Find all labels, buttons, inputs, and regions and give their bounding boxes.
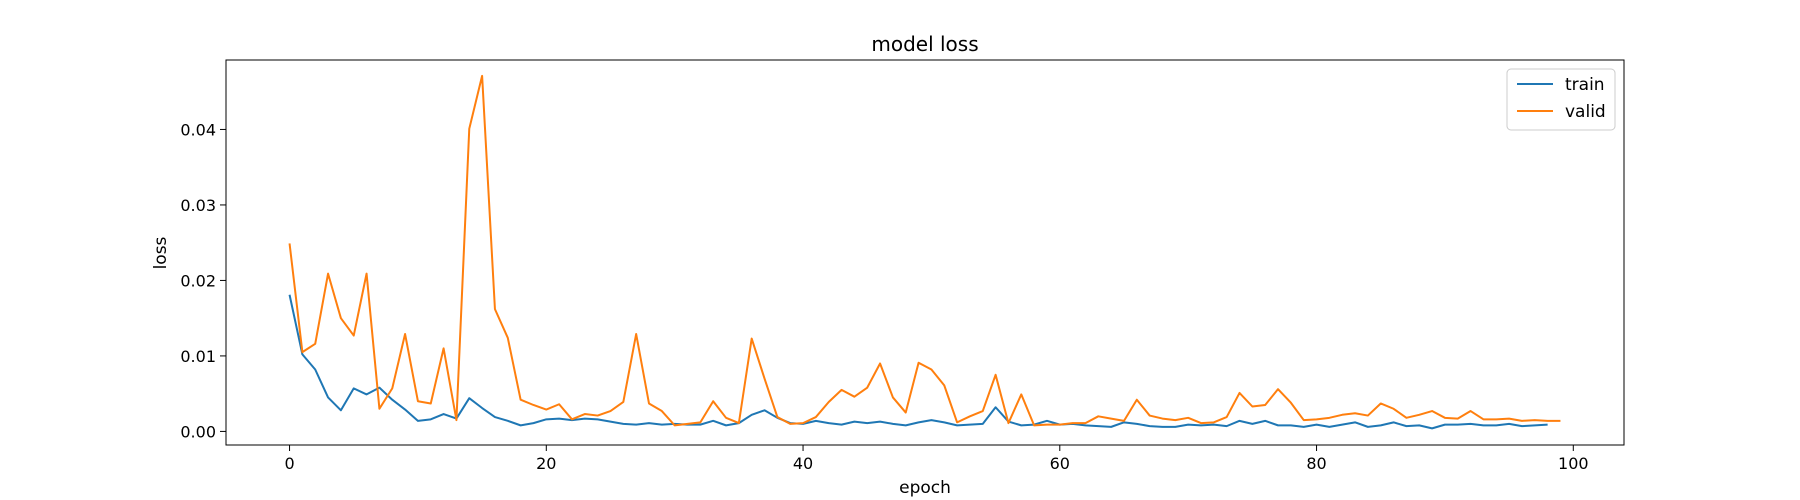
plot-lines [288,74,1561,430]
x-tick-label: 100 [1558,454,1589,473]
y-tick-label: 0.01 [180,347,216,366]
y-tick-label: 0.03 [180,196,216,215]
x-axis: 0 20 40 60 80 100 [284,445,1589,473]
y-axis-label: loss [151,236,171,269]
y-tick-label: 0.00 [180,422,216,441]
legend-label-valid: valid [1565,102,1606,122]
x-tick-label: 60 [1050,454,1070,473]
chart-title: model loss [871,32,978,56]
legend: train valid [1506,68,1616,131]
y-tick-label: 0.04 [180,120,216,139]
x-tick-label: 20 [536,454,556,473]
legend-label-train: train [1565,75,1605,95]
series-line-train [288,294,1548,430]
x-tick-label: 40 [793,454,813,473]
x-tick-label: 0 [284,454,294,473]
y-tick-label: 0.02 [180,271,216,290]
x-tick-label: 80 [1306,454,1326,473]
plot-area-frame [225,59,1625,446]
x-axis-label: epoch [899,478,951,498]
y-axis: 0.00 0.01 0.02 0.03 0.04 [180,120,226,441]
series-line-valid [288,74,1561,427]
